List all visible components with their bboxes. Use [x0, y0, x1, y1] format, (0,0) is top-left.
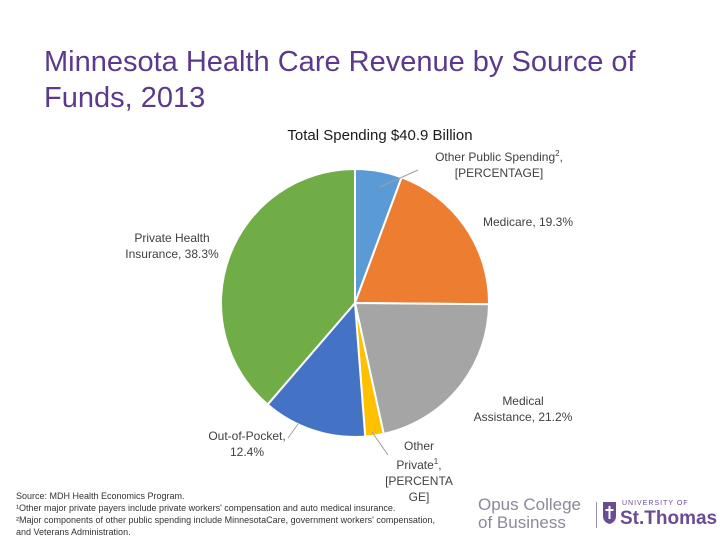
- leader-lines: [287, 169, 419, 456]
- label-other-private: Other Private1, [PERCENTA GE]: [385, 439, 453, 504]
- label-oop-line1: Out-of-Pocket,: [208, 429, 286, 443]
- label-oop-line2: 12.4%: [229, 445, 265, 459]
- slide-title: Minnesota Health Care Revenue by Source …: [44, 46, 636, 114]
- footnotes: Source: MDH Health Economics Program. ¹O…: [16, 490, 496, 538]
- label-other-private-line3: [PERCENTA: [385, 474, 453, 488]
- label-private-line2: Insurance, 38.3%: [125, 247, 219, 261]
- footnote-1: ¹Other major private payers include priv…: [16, 503, 396, 513]
- opus-logo-line2: of Business: [478, 513, 566, 532]
- pie-slice-out-of-pocket: [266, 300, 367, 438]
- footnote-mark-1: 1: [433, 457, 439, 466]
- footnote-mark-2: 2: [555, 149, 560, 158]
- label-private-health-insurance: Private Health Insurance, 38.3%: [102, 230, 242, 262]
- opus-college-logo: Opus College of Business: [478, 496, 588, 532]
- footnote-source: Source: MDH Health Economics Program.: [16, 491, 185, 501]
- label-other-private-line2: Private: [396, 458, 434, 472]
- label-private-line1: Private Health: [134, 231, 210, 245]
- pie-slice-medicare: [353, 176, 490, 306]
- label-other-public: Other Public Spending2, [PERCENTAGE]: [435, 149, 563, 180]
- leader-line-oop: [287, 423, 299, 439]
- ust-logo-wordmark: St.Thomas: [620, 508, 718, 529]
- label-medical-assistance: Medical Assistance, 21.2%: [458, 393, 588, 425]
- label-other-public-value: [PERCENTAGE]: [454, 166, 544, 180]
- label-other-private-line4: GE]: [408, 490, 430, 504]
- st-thomas-logo: UNIVERSITY OF St.Thomas: [602, 498, 718, 532]
- leader-line-other-private: [371, 431, 389, 456]
- label-out-of-pocket: Out-of-Pocket, 12.4%: [192, 428, 302, 460]
- ust-logo-small-text: UNIVERSITY OF: [622, 500, 689, 507]
- pie-slice-medical-assistance: [353, 301, 491, 436]
- label-other-public-name: Other Public Spending: [435, 150, 556, 164]
- label-medicare: Medicare, 19.3%: [482, 215, 574, 229]
- leader-line-other-public: [379, 169, 419, 188]
- opus-logo-line1: Opus College: [478, 495, 582, 514]
- chart-title: Total Spending $40.9 Billion: [287, 127, 473, 144]
- label-medical-line1: Medical: [502, 394, 544, 408]
- label-medical-line2: Assistance, 21.2%: [473, 410, 573, 424]
- footnote-2-cont: and Veterans Administration.: [16, 527, 131, 537]
- pie-slices: [219, 167, 491, 438]
- pie-slice-private-health-insurance: [219, 167, 356, 406]
- label-other-private-line1: Other: [403, 439, 434, 453]
- st-thomas-crest-icon: [603, 502, 616, 524]
- logo-divider: [596, 502, 597, 528]
- footnote-2: ²Major components of other public spendi…: [16, 515, 435, 525]
